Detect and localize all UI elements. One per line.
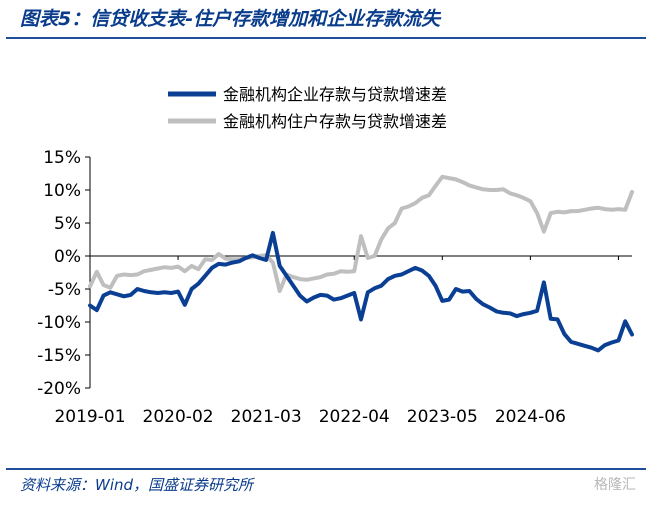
x-axis: 2019-01 2020-02 2021-03 2022-04 2023-05 2024-…: [54, 255, 632, 427]
y-tick-label: 15%: [43, 148, 81, 168]
footer: 资料来源：Wind，国盛证券研究所 格隆汇: [0, 468, 652, 507]
y-tick-label: -5%: [48, 280, 81, 300]
x-tick-label: 2023-05: [407, 407, 478, 427]
legend-label: 金融机构住户存款与贷款增速差: [223, 112, 447, 131]
x-tick-label: 2022-04: [319, 407, 390, 427]
y-tick-label: -20%: [37, 379, 81, 399]
footer-rule: [6, 468, 646, 470]
y-tick-label: 0%: [54, 247, 81, 267]
x-tick-label: 2024-06: [495, 407, 566, 427]
y-tick-label: -15%: [37, 346, 81, 366]
x-tick-label: 2019-01: [54, 407, 125, 427]
x-tick-label: 2021-03: [231, 407, 302, 427]
figure-title: 图表5：信贷收支表-住户存款增加和企业存款流失: [20, 8, 441, 30]
watermark: 格隆汇: [594, 477, 636, 493]
header: 图表5：信贷收支表-住户存款增加和企业存款流失: [0, 0, 652, 39]
y-tick-label: -10%: [37, 313, 81, 333]
y-axis: 15% 10% 5% 0% -5% -10% -15% -20%: [37, 148, 91, 399]
source-note: 资料来源：Wind，国盛证券研究所: [20, 476, 254, 494]
x-tick-label: 2020-02: [143, 407, 214, 427]
y-tick-label: 5%: [54, 214, 81, 234]
series-line-enterprise: [88, 230, 634, 353]
series-line-household: [88, 174, 634, 293]
series-layer: [88, 174, 634, 353]
header-rule: [6, 37, 646, 39]
y-tick-label: 10%: [43, 181, 81, 201]
legend-label: 金融机构企业存款与贷款增速差: [223, 85, 447, 104]
